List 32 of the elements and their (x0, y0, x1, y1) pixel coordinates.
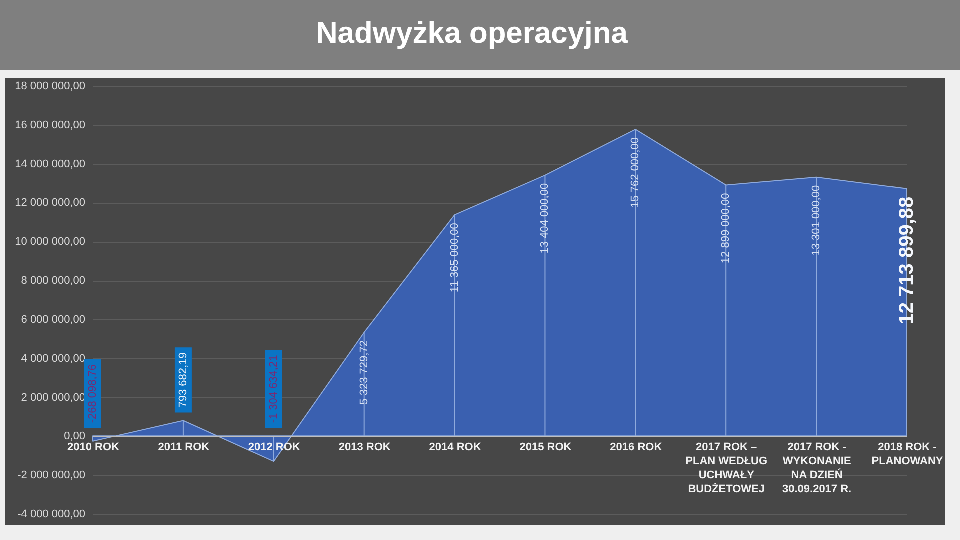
x-tick-label: 2017 ROK – PLAN WEDŁUG UCHWAŁY BUDŻETOWEJ (686, 442, 768, 496)
x-tick-label: 2017 ROK - WYKONANIE NA DZIEŃ 30.09.2017 R. (782, 442, 852, 496)
x-tick-label: 2010 ROK (68, 442, 120, 454)
x-tick-label: 2015 ROK (520, 442, 572, 454)
y-tick-label: 10 000 000,00 (15, 236, 86, 248)
y-tick-label: -4 000 000,00 (18, 508, 86, 520)
y-tick-label: 0,00 (64, 430, 86, 443)
y-tick-label: 16 000 000,00 (15, 119, 86, 132)
data-label: 12 713 899,88 (896, 196, 918, 325)
data-label: -268 098,76 (87, 364, 99, 424)
data-label: 12 899 000,00 (720, 193, 732, 264)
y-tick-label: 18 000 000,00 (15, 80, 86, 92)
y-tick-label: 8 000 000,00 (21, 275, 86, 288)
x-tick-label: 2011 ROK (158, 442, 210, 454)
data-label: -1 304 634,21 (268, 355, 280, 424)
data-label: 11 365 000,00 (448, 223, 461, 293)
x-tick-label: 2016 ROK (610, 442, 662, 454)
y-tick-label: 14 000 000,00 (15, 158, 86, 170)
data-label: 13 404 000,00 (539, 183, 552, 254)
x-tick-label: 2018 ROK - PLANOWANY (872, 442, 944, 468)
data-label: 15 762 000,00 (630, 138, 642, 208)
data-label: 13 301 000,00 (810, 185, 823, 256)
y-tick-label: -2 000 000,00 (18, 470, 86, 482)
data-label: 5 323 729,72 (358, 340, 370, 405)
x-tick-label: 2013 ROK (338, 442, 391, 454)
chart-title: Nadwyżka operacyjna (315, 16, 630, 52)
y-tick-label: 12 000 000,00 (15, 197, 86, 210)
y-tick-label: 2 000 000,00 (21, 392, 86, 404)
x-tick-label: 2014 ROK (429, 442, 482, 454)
y-tick-label: 6 000 000,00 (21, 314, 86, 326)
data-label: 793 682,19 (177, 352, 190, 408)
y-tick-label: 4 000 000,00 (21, 352, 86, 365)
